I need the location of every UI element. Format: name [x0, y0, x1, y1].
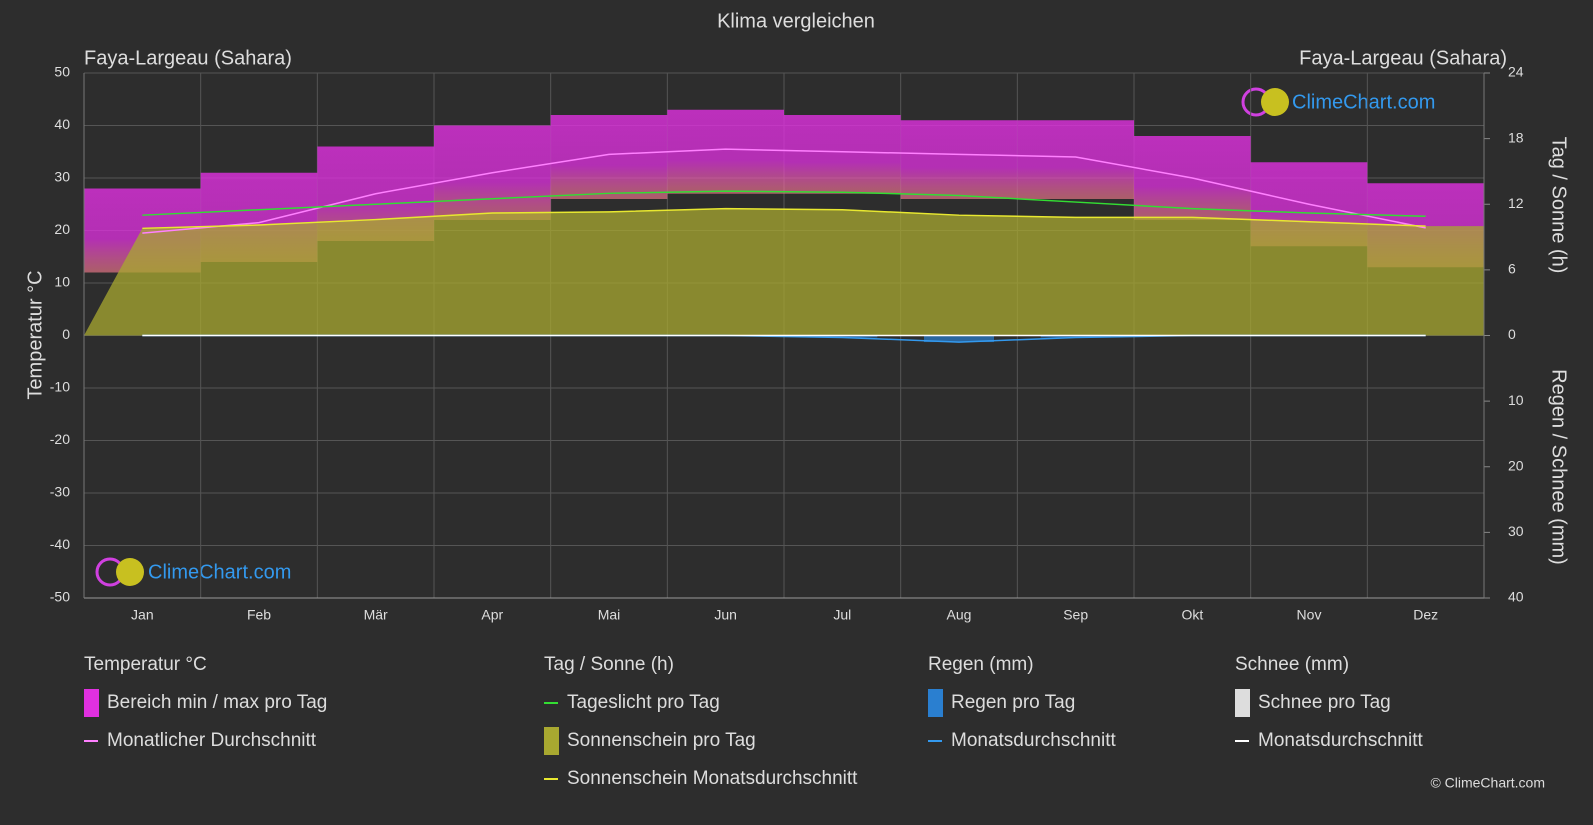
x-tick-label: Sep: [1063, 607, 1088, 623]
legend-label: Bereich min / max pro Tag: [107, 692, 327, 713]
y-tick-label: 10: [54, 274, 70, 290]
y-tick-label: -50: [50, 589, 70, 605]
y-tick-label: -20: [50, 431, 70, 447]
legend-label: Monatsdurchschnitt: [951, 730, 1116, 751]
y-tick-label: 50: [54, 64, 70, 80]
legend-label: Monatsdurchschnitt: [1258, 730, 1423, 751]
temp-range: [784, 115, 901, 194]
legend-title: Temperatur °C: [84, 654, 207, 675]
legend-swatch: [1235, 689, 1250, 717]
y3-tick-label: 40: [1508, 589, 1524, 605]
legend-label: Sonnenschein pro Tag: [567, 730, 756, 751]
y-tick-label: -10: [50, 379, 70, 395]
location-right: Faya-Largeau (Sahara): [1299, 47, 1507, 69]
legend-swatch: [928, 689, 943, 717]
x-tick-label: Mär: [364, 607, 388, 623]
y-tick-label: 30: [54, 169, 70, 185]
temp-range: [667, 109, 784, 194]
x-tick-label: Jun: [714, 607, 737, 623]
y2-tick-label: 24: [1508, 64, 1524, 80]
copyright: © ClimeChart.com: [1430, 775, 1545, 791]
legend-swatch: [84, 689, 99, 717]
precip-bar: [807, 335, 878, 338]
y-tick-label: 20: [54, 221, 70, 237]
logo-sun: [116, 558, 144, 586]
series-line: [142, 190, 1426, 218]
watermark: ClimeChart.com: [148, 561, 291, 583]
legend-label: Monatlicher Durchschnitt: [107, 730, 317, 751]
x-tick-label: Dez: [1413, 607, 1438, 623]
y2-tick-label: 12: [1508, 195, 1524, 211]
y-axis-label: Temperatur °C: [24, 270, 46, 399]
legend-title: Regen (mm): [928, 654, 1034, 675]
logo-bottom: [95, 557, 144, 587]
chart-title: Klima vergleichen: [717, 10, 875, 32]
y2-tick-label: 0: [1508, 326, 1516, 342]
legend-title: Tag / Sonne (h): [544, 654, 674, 675]
x-tick-label: Jul: [833, 607, 851, 623]
legend-label: Sonnenschein Monatsdurchschnitt: [567, 768, 858, 789]
legend-label: Tageslicht pro Tag: [567, 692, 720, 713]
location-left: Faya-Largeau (Sahara): [84, 47, 292, 69]
y3-tick-label: 30: [1508, 523, 1524, 539]
y-tick-label: -30: [50, 484, 70, 500]
legend-swatch: [544, 727, 559, 755]
logo-sun: [1261, 88, 1289, 116]
y2-tick-label: 6: [1508, 261, 1516, 277]
precip-bar: [1040, 335, 1111, 338]
watermark: ClimeChart.com: [1292, 91, 1435, 113]
x-tick-label: Mai: [598, 607, 621, 623]
plot-area: [83, 72, 1485, 599]
x-tick-label: Nov: [1297, 607, 1322, 623]
y2-axis-label: Tag / Sonne (h): [1548, 137, 1570, 274]
series-line: [142, 148, 1426, 234]
legend-label: Regen pro Tag: [951, 692, 1075, 713]
x-tick-label: Okt: [1181, 607, 1203, 623]
y3-tick-label: 10: [1508, 392, 1524, 408]
y3-axis-label: Regen / Schnee (mm): [1548, 369, 1570, 565]
legend-label: Schnee pro Tag: [1258, 692, 1391, 713]
legend-title: Schnee (mm): [1235, 654, 1349, 675]
y2-tick-label: 18: [1508, 129, 1524, 145]
temp-range: [900, 120, 1018, 199]
precip-bar: [924, 335, 994, 343]
y-tick-label: 0: [62, 326, 70, 342]
temp-range: [550, 115, 668, 199]
x-tick-label: Feb: [247, 607, 271, 623]
temp-range: [1017, 120, 1134, 199]
sunshine-area: [84, 208, 1484, 336]
x-tick-label: Aug: [947, 607, 972, 623]
x-tick-label: Apr: [481, 607, 503, 623]
x-tick-label: Jan: [131, 607, 154, 623]
y3-tick-label: 20: [1508, 457, 1524, 473]
y-tick-label: -40: [50, 536, 70, 552]
logo-top: [1241, 87, 1289, 117]
series-line: [142, 207, 1426, 230]
y-tick-label: 40: [54, 116, 70, 132]
